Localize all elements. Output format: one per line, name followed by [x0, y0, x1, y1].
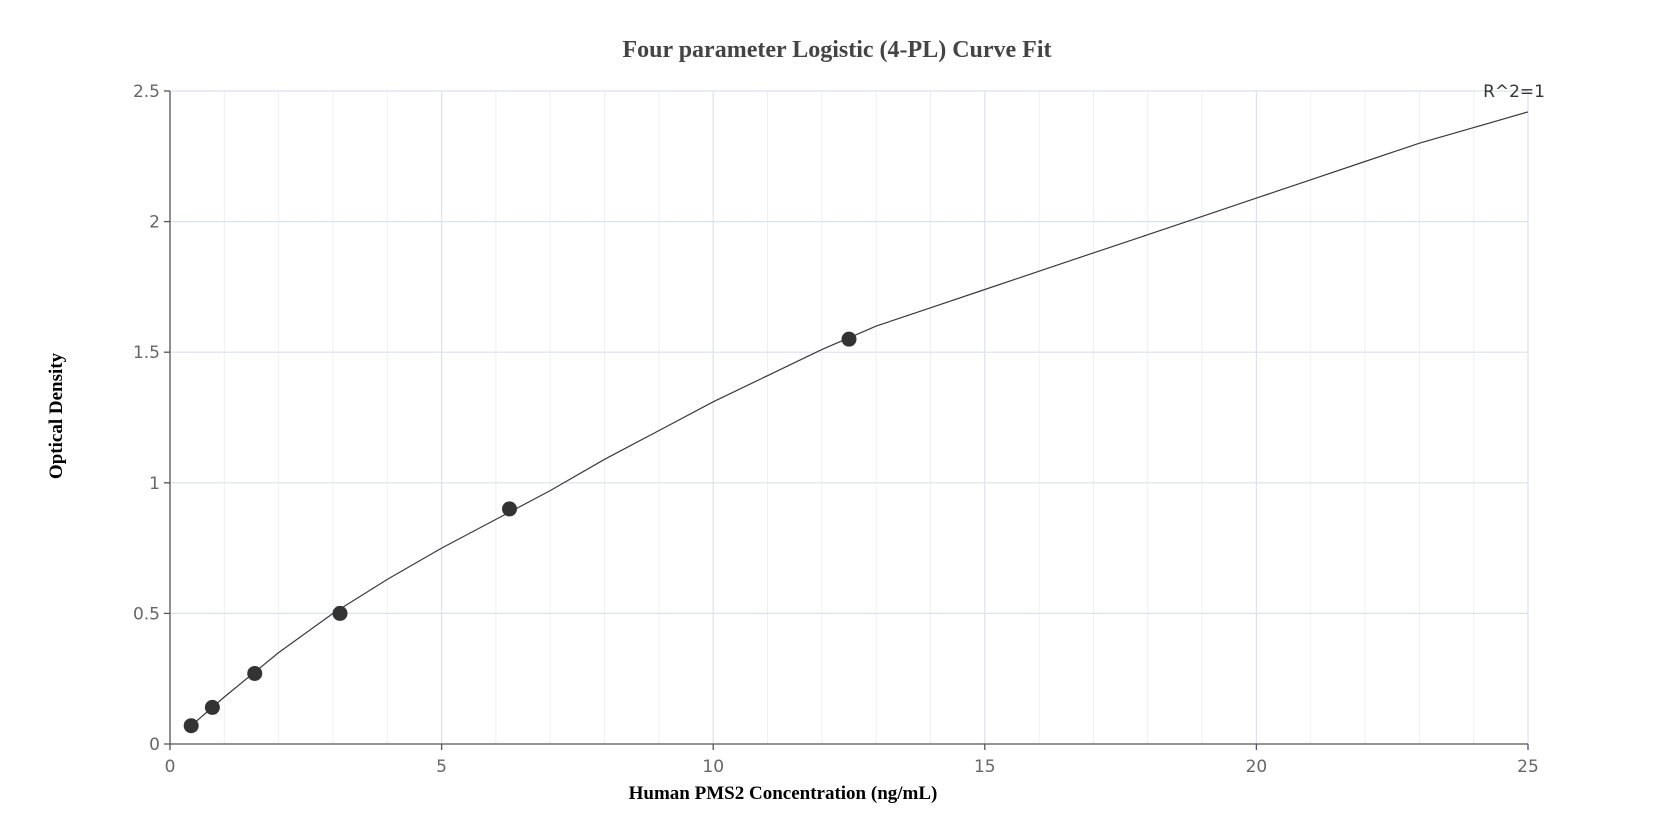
x-axis-title: Human PMS2 Concentration (ng/mL) [629, 783, 938, 804]
x-tick-label: 0 [165, 757, 176, 777]
y-axis-title: Optical Density [46, 352, 67, 479]
x-tick-label: 25 [1517, 757, 1539, 777]
fit-curve [190, 111, 1529, 727]
series [183, 111, 1529, 734]
data-point [247, 665, 263, 681]
axes [169, 91, 1528, 745]
data-point [841, 331, 857, 347]
y-tick-label: 0.5 [133, 604, 160, 624]
y-tick-label: 2.5 [133, 82, 160, 102]
x-tick-label: 10 [702, 757, 724, 777]
x-tick-label: 5 [436, 757, 447, 777]
y-tick-label: 2 [149, 213, 160, 233]
r-squared-annotation: R^2=1 [1483, 82, 1545, 102]
data-point [502, 501, 517, 517]
data-point [204, 699, 220, 715]
y-tick-label: 1 [149, 474, 160, 494]
y-tick-label: 1.5 [133, 343, 160, 363]
data-point [332, 605, 348, 621]
x-tick-label: 20 [1246, 757, 1268, 777]
ticks: 0 5 10 15 20 25 0 0.5 1 1.5 2 2.5 [133, 82, 1539, 777]
y-tick-label: 0 [149, 735, 160, 755]
data-point [183, 718, 199, 734]
x-tick-label: 15 [974, 757, 996, 777]
chart-title: Four parameter Logistic (4-PL) Curve Fit [622, 37, 1051, 63]
grid [170, 90, 1529, 744]
